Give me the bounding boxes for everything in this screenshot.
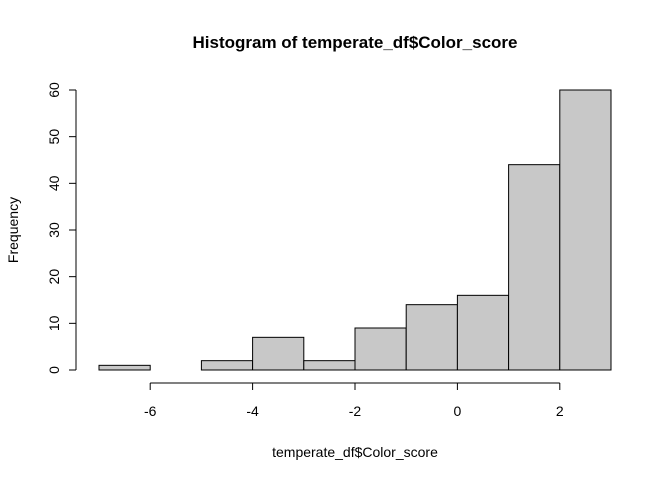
y-tick-label: 40 [46,175,62,191]
x-tick-label: -4 [246,403,259,419]
histogram-bar [303,360,356,371]
y-tick-label: 60 [46,82,62,98]
y-axis: 0 10 20 30 40 50 60 [46,82,77,374]
y-tick-label: 0 [46,366,62,374]
x-tick-label: -6 [144,403,157,419]
x-tick-label: 2 [556,403,564,419]
bars-group [98,89,612,371]
y-tick-label: 30 [46,222,62,238]
x-tick-label: -2 [349,403,362,419]
y-axis-label: Frequency [5,197,21,263]
histogram-bar [559,89,612,371]
y-tick-label: 20 [46,269,62,285]
histogram-bar [508,164,561,371]
x-axis-label: temperate_df$Color_score [272,444,438,460]
histogram-bar [354,327,407,371]
x-tick-label: 0 [454,403,462,419]
histogram-bar [456,294,510,371]
chart-title: Histogram of temperate_df$Color_score [193,33,518,52]
histogram-bar [252,336,305,371]
y-tick-label: 10 [46,315,62,331]
y-tick-label: 50 [46,129,62,145]
x-axis: -6 -4 -2 0 2 [144,382,564,419]
histogram-bar [98,364,151,371]
histogram-bar [200,360,254,371]
histogram-bar [405,304,458,371]
